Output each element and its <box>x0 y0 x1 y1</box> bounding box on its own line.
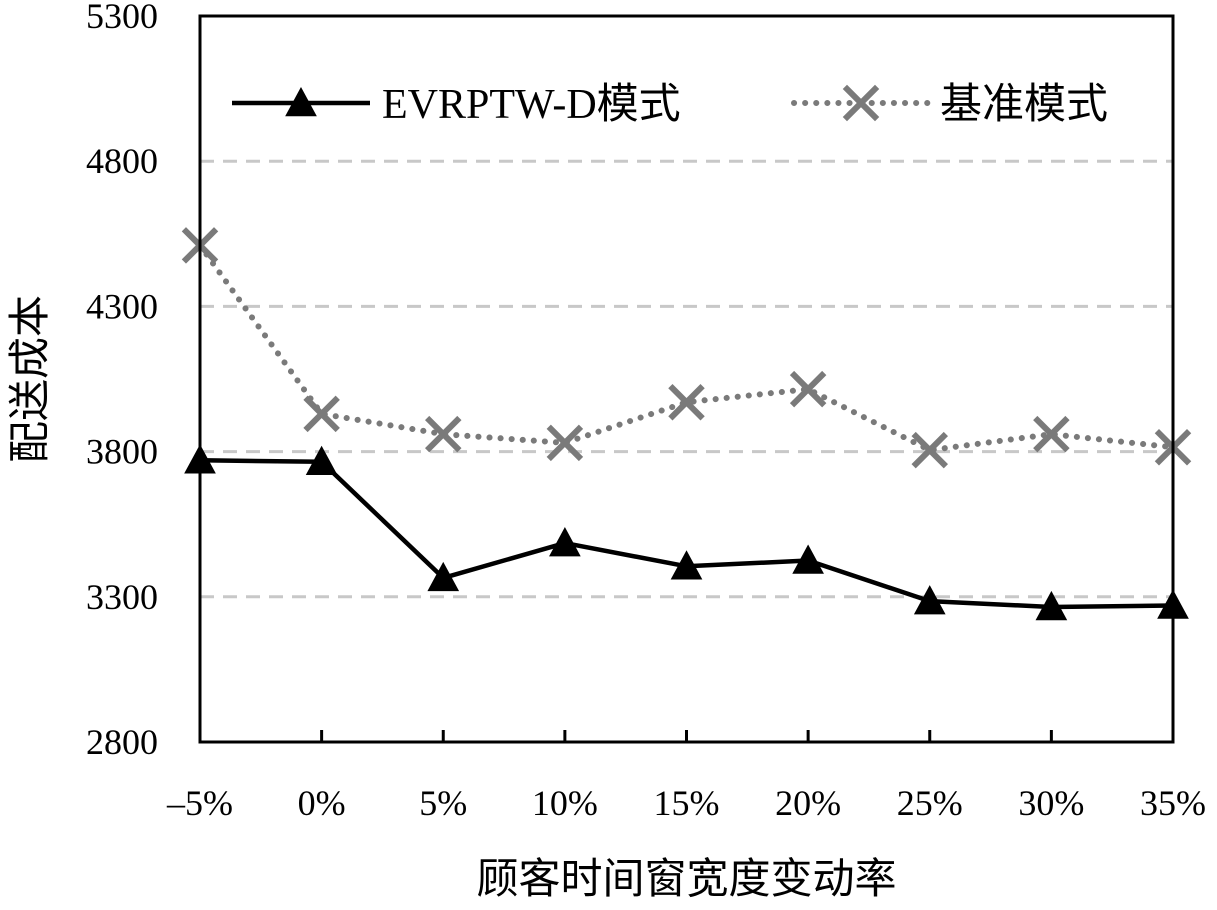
x-tick-label: 0% <box>298 783 346 823</box>
x-tick-label: 25% <box>897 783 963 823</box>
y-tick-label: 3800 <box>86 432 158 472</box>
data-point-cross <box>789 370 827 408</box>
x-tick-label: 5% <box>419 783 467 823</box>
data-point-triangle <box>670 550 703 580</box>
x-tick-label: –5% <box>166 783 233 823</box>
legend-label: 基准模式 <box>940 82 1108 128</box>
data-point-triangle <box>427 561 460 592</box>
data-point-cross <box>303 395 340 433</box>
x-axis-title: 顾客时间窗宽度变动率 <box>476 856 896 903</box>
y-tick-label: 5300 <box>86 0 158 36</box>
series-line <box>199 458 1174 610</box>
data-point-cross <box>425 415 462 453</box>
legend: EVRPTW-D模式 基准模式 <box>232 82 1108 128</box>
series-line <box>197 242 1176 454</box>
data-point-cross <box>911 431 948 469</box>
data-point-triangle <box>913 585 946 615</box>
y-tick-label: 3300 <box>86 577 158 617</box>
data-point-cross <box>546 424 584 462</box>
legend-marker-triangle <box>285 86 317 117</box>
y-tick-label: 4300 <box>86 286 158 326</box>
data-point-cross <box>668 383 705 421</box>
y-tick-label: 2800 <box>86 722 158 762</box>
x-tick-label: 30% <box>1018 783 1084 823</box>
data-point-triangle <box>305 445 338 476</box>
x-tick-label: 35% <box>1140 783 1206 823</box>
legend-marker-cross <box>842 84 880 122</box>
x-tick-label: 15% <box>654 783 720 823</box>
grid-layer <box>200 159 1173 599</box>
y-axis-title: 配送成本 <box>8 295 54 463</box>
data-point-triangle <box>549 527 581 557</box>
data-point-triangle <box>792 544 824 574</box>
data-point-cross <box>1033 415 1070 453</box>
y-tick-label: 4800 <box>86 141 158 181</box>
series-0 <box>184 444 1189 621</box>
x-tick-label: 10% <box>532 783 598 823</box>
tick-layer: 2800 3300 3800 4300 4800 5300 –5% 0% 5% 10% 15% 20%… <box>86 0 1206 823</box>
x-tick-label: 20% <box>775 783 841 823</box>
series-layer <box>181 227 1192 621</box>
data-point-triangle <box>1035 590 1068 621</box>
legend-label: EVRPTW-D模式 <box>382 82 681 128</box>
series-1 <box>181 227 1192 469</box>
